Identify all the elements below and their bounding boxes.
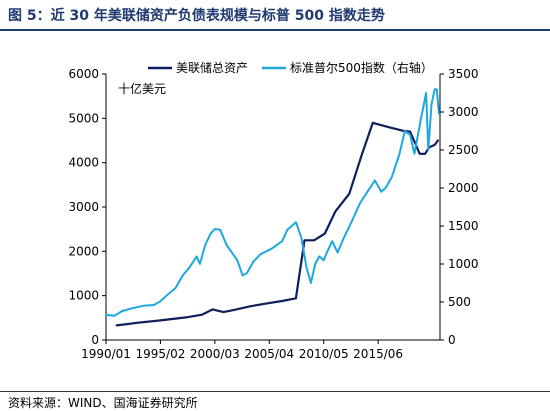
x-tick-label: 1990/01 (81, 347, 131, 361)
right-y-tick-label: 1000 (448, 257, 479, 271)
x-tick-label: 2010/05 (299, 347, 349, 361)
chart-series (105, 88, 440, 327)
footer-divider (0, 391, 550, 392)
chart-axes: 0 1000 2000 3000 4000 5000 6000 0 500 1000 1500 200… (68, 67, 478, 361)
sp500-line (105, 88, 440, 317)
x-tick-label: 2005/04 (244, 347, 294, 361)
left-y-tick-label: 4000 (68, 156, 99, 170)
right-y-tick-label: 2500 (448, 143, 479, 157)
chart-legend: 美联储总资产 标准普尔500指数（右轴） (148, 60, 433, 75)
right-y-tick-label: 500 (448, 295, 471, 309)
legend-label: 标准普尔500指数（右轴） (290, 60, 433, 75)
x-tick-label: 2000/03 (190, 347, 240, 361)
left-y-tick-label: 2000 (68, 244, 99, 258)
source-note: 资料来源：WIND、国海证券研究所 (8, 396, 198, 410)
right-y-tick-label: 2000 (448, 181, 479, 195)
line-chart: 0 1000 2000 3000 4000 5000 6000 0 500 1000 1500 200… (68, 60, 478, 361)
x-tick-label: 1995/02 (135, 347, 185, 361)
right-y-tick-label: 0 (448, 333, 456, 347)
figure-title: 图 5：近 30 年美联储资产负债表规模与标普 500 指数走势 (8, 8, 385, 24)
left-y-tick-label: 0 (91, 333, 99, 347)
right-y-tick-label: 3000 (448, 105, 479, 119)
title-divider (0, 29, 550, 31)
legend-label: 美联储总资产 (176, 60, 248, 75)
right-y-tick-label: 1500 (448, 219, 479, 233)
unit-label: 十亿美元 (118, 81, 166, 96)
figure-title-bar: 图 5：近 30 年美联储资产负债表规模与标普 500 指数走势 (0, 0, 550, 31)
left-y-tick-label: 5000 (68, 111, 99, 125)
fed-assets-line (115, 121, 439, 327)
x-tick-label: 2015/06 (353, 347, 403, 361)
right-y-tick-label: 3500 (448, 67, 479, 81)
left-y-tick-label: 3000 (68, 200, 99, 214)
left-y-tick-label: 6000 (68, 67, 99, 81)
left-y-tick-label: 1000 (68, 289, 99, 303)
